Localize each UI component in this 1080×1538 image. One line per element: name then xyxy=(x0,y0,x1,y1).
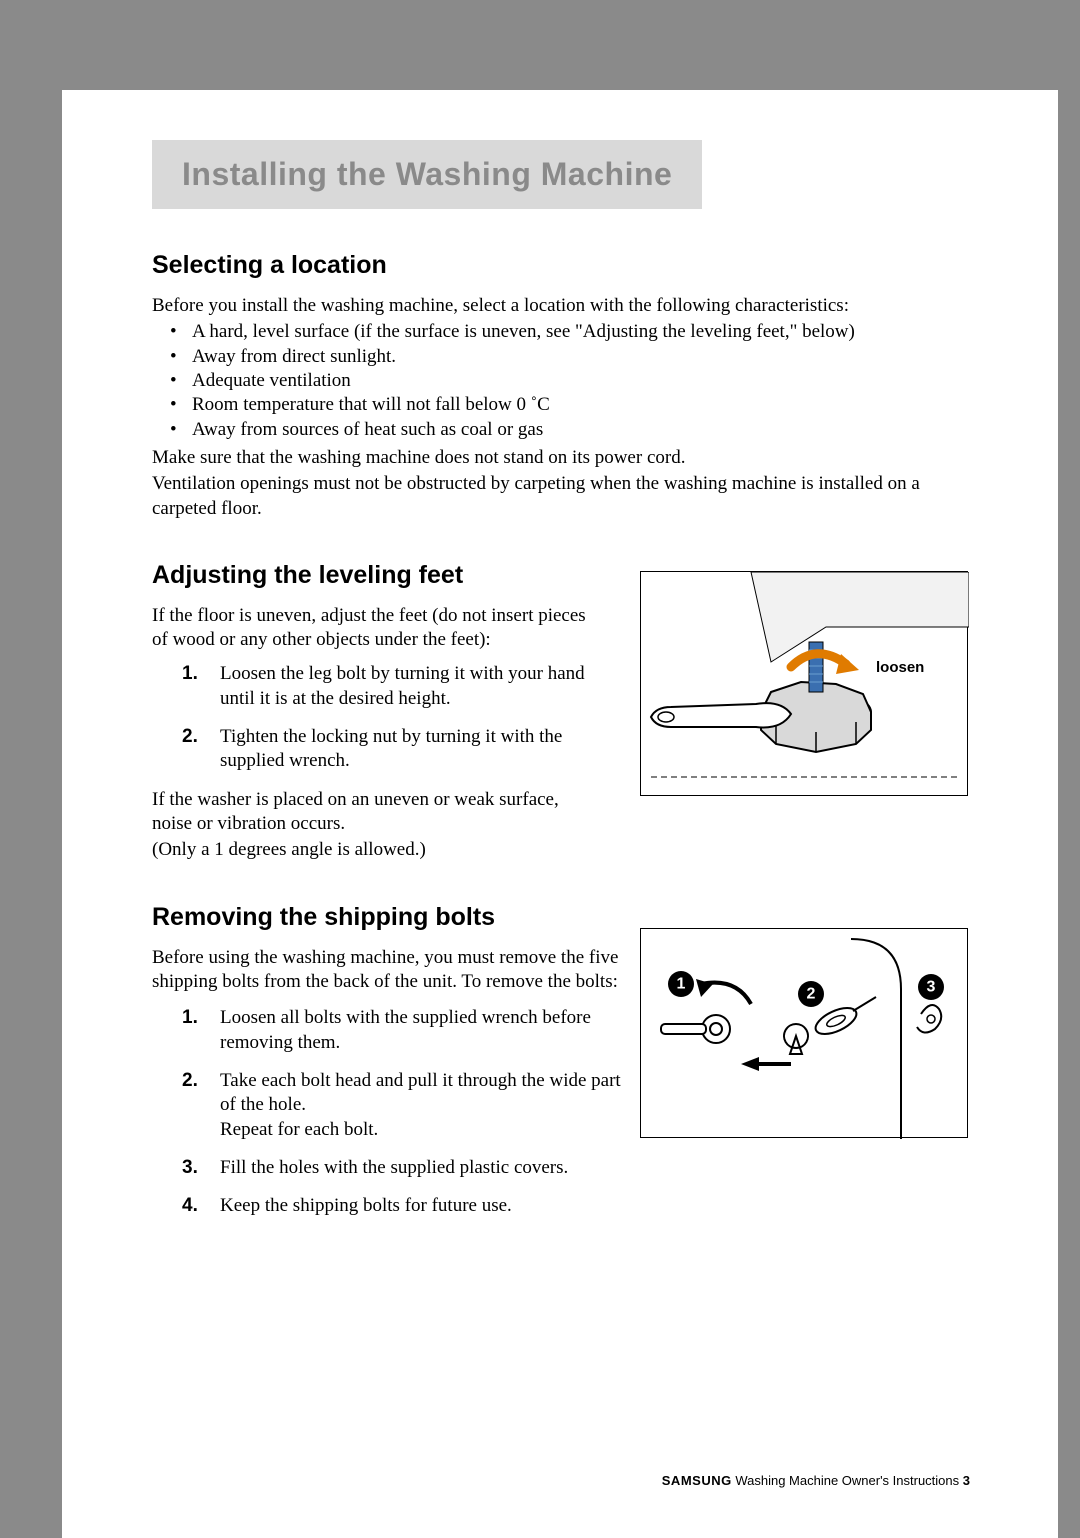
intro-text: Before using the washing machine, you mu… xyxy=(152,946,622,995)
location-bullet-list: A hard, level surface (if the surface is… xyxy=(152,320,988,442)
bullet-item: Room temperature that will not fall belo… xyxy=(192,393,988,417)
shipping-steps: Loosen all bolts with the supplied wrenc… xyxy=(152,1006,622,1218)
footer-text: Washing Machine Owner's Instructions xyxy=(732,1473,963,1488)
figure-shipping-bolts: 1 2 3 xyxy=(640,928,968,1138)
figure-marker-1: 1 xyxy=(677,975,686,992)
intro-text: If the floor is uneven, adjust the feet … xyxy=(152,604,597,653)
leveling-steps: Loosen the leg bolt by turning it with y… xyxy=(152,662,597,773)
step-item: Fill the holes with the supplied plastic… xyxy=(220,1156,622,1180)
outro-text: Make sure that the washing machine does … xyxy=(152,446,988,470)
page-frame-top xyxy=(0,0,1080,90)
figure-marker-3: 3 xyxy=(927,978,936,995)
outro-text: (Only a 1 degrees angle is allowed.) xyxy=(152,838,597,862)
step-item: Tighten the locking nut by turning it wi… xyxy=(220,725,597,774)
figure-marker-2: 2 xyxy=(807,985,816,1002)
step-item: Take each bolt head and pull it through … xyxy=(220,1069,622,1142)
outro-text: If the washer is placed on an uneven or … xyxy=(152,788,597,837)
bullet-item: Away from direct sunlight. xyxy=(192,345,988,369)
section-leveling-feet: Adjusting the leveling feet If the floor… xyxy=(152,561,988,863)
footer-page-number: 3 xyxy=(963,1473,970,1488)
heading-selecting-location: Selecting a location xyxy=(152,251,988,280)
step-item: Loosen all bolts with the supplied wrenc… xyxy=(220,1006,622,1055)
step-item: Keep the shipping bolts for future use. xyxy=(220,1194,622,1218)
bullet-item: Away from sources of heat such as coal o… xyxy=(192,418,988,442)
page-footer: SAMSUNG Washing Machine Owner's Instruct… xyxy=(662,1473,970,1488)
section-shipping-bolts: Removing the shipping bolts Before using… xyxy=(152,903,988,1219)
intro-text: Before you install the washing machine, … xyxy=(152,294,988,318)
figure-label-loosen: loosen xyxy=(876,659,924,676)
section-selecting-location: Selecting a location Before you install … xyxy=(152,251,988,521)
page-frame-right xyxy=(1058,0,1080,1538)
bullet-item: Adequate ventilation xyxy=(192,369,988,393)
page-content: Installing the Washing Machine Selecting… xyxy=(62,90,1058,1298)
page-title: Installing the Washing Machine xyxy=(182,156,672,193)
bullet-item: A hard, level surface (if the surface is… xyxy=(192,320,988,344)
outro-text: Ventilation openings must not be obstruc… xyxy=(152,472,988,521)
footer-brand: SAMSUNG xyxy=(662,1473,732,1488)
page-frame-left xyxy=(0,0,62,1538)
page-title-block: Installing the Washing Machine xyxy=(152,140,702,209)
step-item: Loosen the leg bolt by turning it with y… xyxy=(220,662,597,711)
figure-leveling-foot: loosen xyxy=(640,571,968,796)
